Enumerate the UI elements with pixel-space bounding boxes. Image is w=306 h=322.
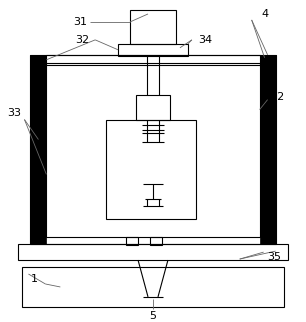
- Text: 72: 72: [271, 92, 285, 102]
- Bar: [47, 55, 259, 65]
- Bar: [18, 244, 288, 260]
- Text: 33: 33: [7, 108, 21, 118]
- Bar: [22, 267, 284, 307]
- Bar: [136, 95, 170, 119]
- Text: 35: 35: [267, 252, 282, 262]
- Bar: [47, 63, 259, 237]
- Text: 4: 4: [261, 9, 268, 19]
- Bar: [30, 55, 47, 244]
- Text: 31: 31: [73, 17, 87, 27]
- Bar: [150, 237, 162, 245]
- Bar: [118, 44, 188, 56]
- Bar: [130, 10, 176, 44]
- Text: 32: 32: [75, 35, 89, 45]
- Text: 5: 5: [150, 311, 156, 321]
- Bar: [259, 55, 276, 244]
- Text: 1: 1: [31, 274, 38, 284]
- Bar: [126, 237, 138, 245]
- Bar: [30, 55, 276, 244]
- Text: 34: 34: [198, 35, 212, 45]
- Bar: [106, 119, 196, 219]
